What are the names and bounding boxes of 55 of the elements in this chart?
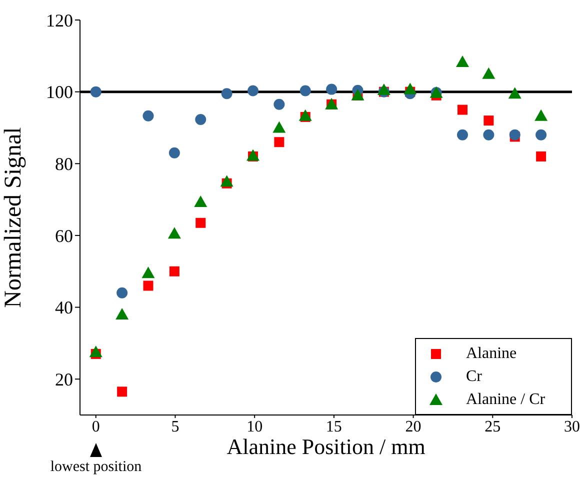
x-tick-label: 30 xyxy=(564,418,580,436)
point xyxy=(272,121,286,133)
point xyxy=(404,82,417,94)
point xyxy=(142,110,154,122)
point xyxy=(247,85,258,96)
point xyxy=(536,129,547,140)
point xyxy=(90,86,102,98)
x-tick-label: 10 xyxy=(246,418,263,436)
x-tick-label: 15 xyxy=(326,418,342,436)
y-tick-label: 40 xyxy=(55,298,73,318)
point xyxy=(168,147,180,158)
point xyxy=(298,109,312,121)
point xyxy=(274,137,284,148)
point xyxy=(377,84,390,96)
point xyxy=(326,84,338,95)
text: lowest position xyxy=(49,458,143,476)
y-axis-title: Normalized Signal xyxy=(0,126,27,308)
point xyxy=(196,218,206,228)
y-tick-label: 20 xyxy=(55,369,73,390)
legend-label: Alanine xyxy=(466,344,517,362)
point xyxy=(534,109,548,121)
point xyxy=(116,308,129,320)
x-tick-label: 25 xyxy=(484,418,501,436)
point xyxy=(536,151,546,162)
legend-label: Cr xyxy=(466,368,482,386)
point xyxy=(456,129,468,140)
point xyxy=(482,67,496,79)
point xyxy=(274,98,285,110)
x-axis-title: Alanine Position / mm xyxy=(226,434,426,459)
point xyxy=(195,114,206,125)
point xyxy=(508,87,522,99)
point xyxy=(221,88,232,100)
point xyxy=(117,386,128,397)
y-tick-label: 60 xyxy=(55,226,73,246)
point xyxy=(457,104,468,115)
y-tick-label: 120 xyxy=(46,10,73,30)
point xyxy=(194,196,208,208)
point xyxy=(509,129,520,140)
point xyxy=(116,287,128,298)
y-tick-label: 100 xyxy=(46,82,73,102)
point xyxy=(483,129,494,140)
point xyxy=(220,175,234,187)
point xyxy=(456,56,469,68)
x-tick-label: 0 xyxy=(92,418,100,436)
point xyxy=(484,116,494,126)
y-tick-label: 80 xyxy=(55,154,73,174)
point xyxy=(300,85,311,96)
point xyxy=(142,266,155,278)
legend-label: Alanine / Cr xyxy=(466,390,546,408)
x-tick-label: 20 xyxy=(405,418,422,436)
x-tick-label: 5 xyxy=(171,418,180,436)
point xyxy=(89,346,102,358)
point xyxy=(143,280,154,291)
point xyxy=(169,266,180,276)
point xyxy=(168,227,181,239)
